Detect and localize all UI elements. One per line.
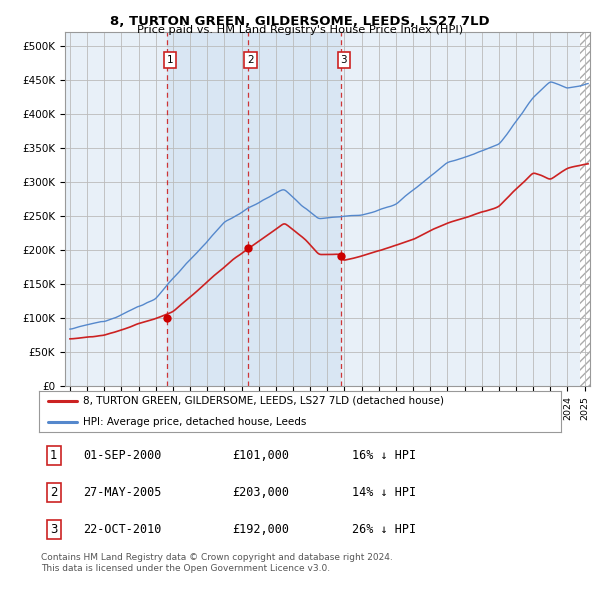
Text: 01-SEP-2000: 01-SEP-2000: [83, 449, 162, 462]
Text: 2: 2: [247, 55, 254, 65]
Text: 22-OCT-2010: 22-OCT-2010: [83, 523, 162, 536]
Text: 14% ↓ HPI: 14% ↓ HPI: [352, 486, 416, 499]
Text: 1: 1: [50, 449, 58, 462]
Text: 3: 3: [50, 523, 58, 536]
Text: 3: 3: [340, 55, 347, 65]
Bar: [248, 32, 341, 386]
Text: 8, TURTON GREEN, GILDERSOME, LEEDS, LS27 7LD: 8, TURTON GREEN, GILDERSOME, LEEDS, LS27…: [110, 15, 490, 28]
Text: 26% ↓ HPI: 26% ↓ HPI: [352, 523, 416, 536]
Bar: [167, 32, 248, 386]
Text: 2: 2: [50, 486, 58, 499]
Text: £203,000: £203,000: [232, 486, 289, 499]
Bar: [580, 32, 590, 386]
Text: HPI: Average price, detached house, Leeds: HPI: Average price, detached house, Leed…: [83, 417, 307, 427]
Text: Price paid vs. HM Land Registry's House Price Index (HPI): Price paid vs. HM Land Registry's House …: [137, 25, 463, 35]
Text: 1: 1: [166, 55, 173, 65]
Text: £192,000: £192,000: [232, 523, 289, 536]
Text: £101,000: £101,000: [232, 449, 289, 462]
Text: 16% ↓ HPI: 16% ↓ HPI: [352, 449, 416, 462]
Text: 27-MAY-2005: 27-MAY-2005: [83, 486, 162, 499]
Text: Contains HM Land Registry data © Crown copyright and database right 2024.
This d: Contains HM Land Registry data © Crown c…: [41, 553, 392, 573]
Text: 8, TURTON GREEN, GILDERSOME, LEEDS, LS27 7LD (detached house): 8, TURTON GREEN, GILDERSOME, LEEDS, LS27…: [83, 396, 445, 406]
